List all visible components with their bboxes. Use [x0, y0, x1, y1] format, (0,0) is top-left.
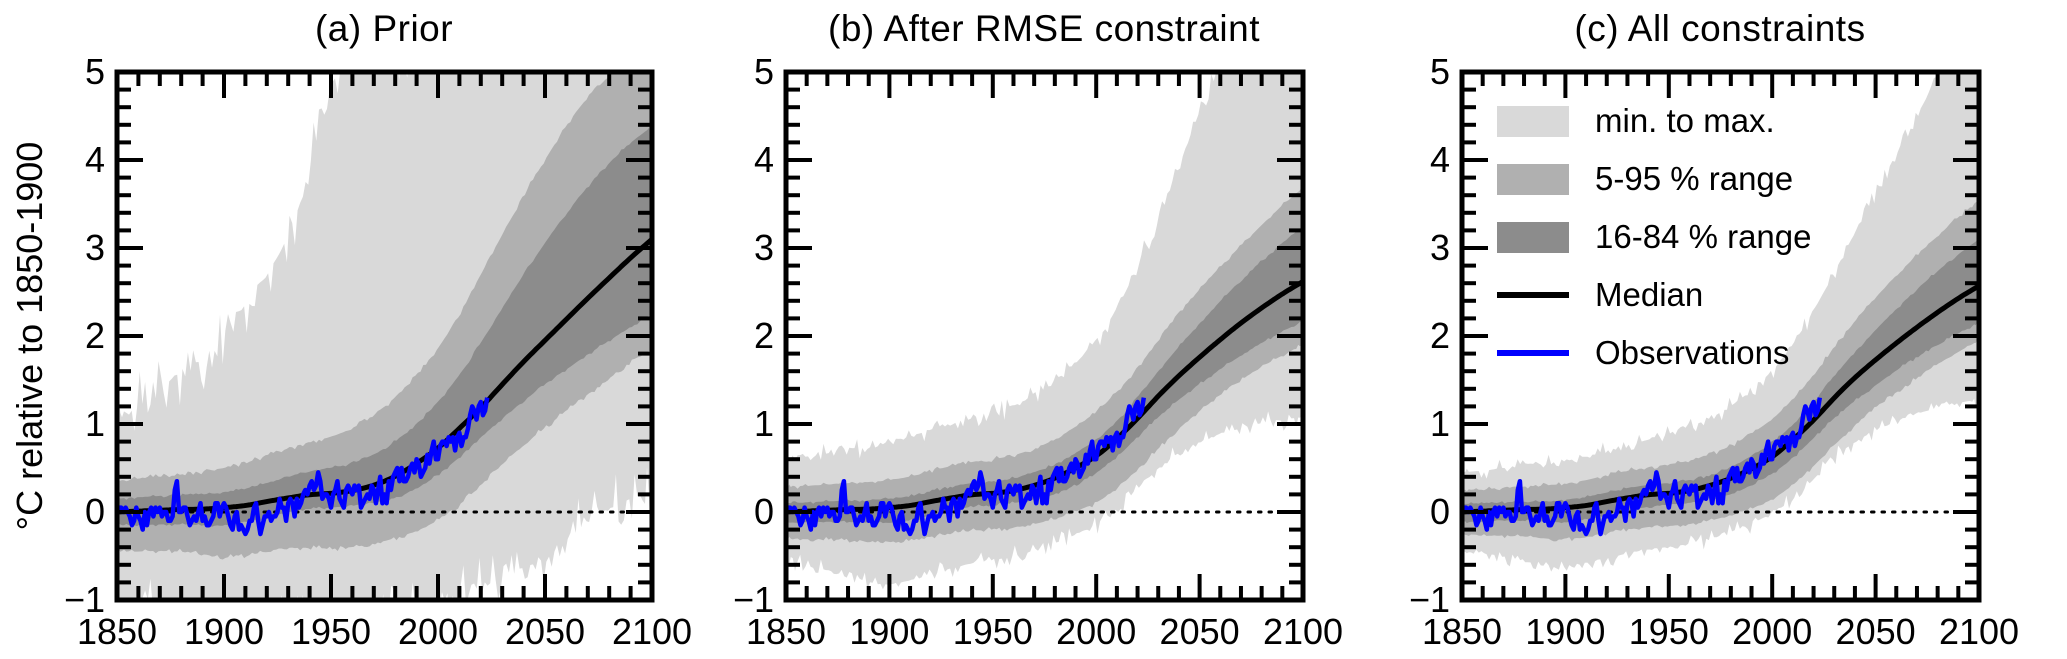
x-tick-label: 1900: [184, 611, 264, 652]
legend-label-16-84: 16-84 % range: [1595, 218, 1812, 255]
band-min-max: [786, 72, 1303, 590]
y-tick-label: 3: [754, 227, 774, 268]
observations-line-swatch: [1497, 350, 1569, 356]
band-16-84: [1462, 237, 1979, 524]
x-tick-label: 1950: [953, 611, 1033, 652]
legend-row-minmax: min. to max.: [1497, 92, 1811, 150]
legend-row-16-84: 16-84 % range: [1497, 208, 1811, 266]
y-tick-label: −1: [64, 579, 105, 620]
axis-ticks: [115, 70, 654, 602]
y-tick-label: 2: [85, 315, 105, 356]
plot-area: [1462, 72, 1979, 572]
y-tick-label: 0: [1430, 491, 1450, 532]
y-axis-title: °C relative to 1850-1900: [9, 141, 50, 531]
x-tick-label: 2050: [505, 611, 585, 652]
legend-label-median: Median: [1595, 276, 1704, 313]
x-tick-label: 1900: [1525, 611, 1605, 652]
x-tick-label: 2050: [1836, 611, 1916, 652]
panel-b: 1850 1900 1950 2000 2050 2100 −1 0 1 2 3 4 5: [733, 51, 1343, 652]
axis-tick-labels: 1850 1900 1950 2000 2050 2100 −1 0 1 2 3 4 5: [733, 51, 1343, 652]
y-tick-label: 5: [85, 51, 105, 92]
panel-a-title: (a) Prior: [314, 8, 454, 49]
panel-b-title: (b) After RMSE constraint: [828, 8, 1260, 49]
x-tick-label: 1900: [849, 611, 929, 652]
x-tick-label: 2000: [398, 611, 478, 652]
legend-label-minmax: min. to max.: [1595, 102, 1775, 139]
y-tick-label: −1: [733, 579, 774, 620]
legend-row-median: Median: [1497, 266, 1811, 324]
median-line-swatch: [1497, 292, 1569, 298]
y-tick-label: 5: [1430, 51, 1450, 92]
observations-line: [1462, 397, 1823, 537]
panel-c-title: (c) All constraints: [1574, 8, 1866, 49]
observations-line: [786, 397, 1147, 537]
x-tick-label: 2000: [1056, 611, 1136, 652]
axis-ticks: [1460, 70, 1981, 602]
band-16-84: [117, 125, 652, 527]
axis-tick-labels: 1850 1900 1950 2000 2050 2100 −1 0 1 2 3 4 5: [64, 51, 692, 652]
y-tick-label: 0: [754, 491, 774, 532]
legend-label-5-95: 5-95 % range: [1595, 160, 1794, 197]
panel-a: 1850 1900 1950 2000 2050 2100 −1 0 1 2 3 4 5: [64, 51, 692, 652]
x-tick-label: 1850: [746, 611, 826, 652]
minmax-band-swatch: [1497, 105, 1569, 137]
y-tick-label: 0: [85, 491, 105, 532]
legend-label-observations: Observations: [1595, 334, 1790, 371]
y-tick-label: 2: [754, 315, 774, 356]
panel-c: 1850 1900 1950 2000 2050 2100 −1 0 1 2 3 4 5: [1409, 51, 2019, 652]
y-tick-label: −1: [1409, 579, 1450, 620]
y-tick-label: 4: [754, 139, 774, 180]
x-tick-label: 1950: [291, 611, 371, 652]
axis-ticks: [784, 70, 1305, 602]
axis-tick-labels: 1850 1900 1950 2000 2050 2100 −1 0 1 2 3 4 5: [1409, 51, 2019, 652]
x-tick-label: 1950: [1629, 611, 1709, 652]
x-tick-label: 2000: [1732, 611, 1812, 652]
y-tick-label: 2: [1430, 315, 1450, 356]
y-tick-label: 3: [1430, 227, 1450, 268]
p16-84-band-swatch: [1497, 221, 1569, 253]
y-tick-label: 5: [754, 51, 774, 92]
x-tick-label: 1850: [77, 611, 157, 652]
band-5-95: [117, 72, 652, 560]
observations-line: [117, 397, 490, 537]
y-tick-label: 4: [1430, 139, 1450, 180]
x-tick-label: 2100: [612, 611, 692, 652]
legend-row-observations: Observations: [1497, 324, 1811, 382]
band-16-84: [786, 226, 1303, 525]
y-tick-label: 1: [754, 403, 774, 444]
p5-95-band-swatch: [1497, 163, 1569, 195]
plot-area: [117, 72, 652, 600]
x-tick-label: 2100: [1263, 611, 1343, 652]
band-min-max: [1462, 72, 1979, 572]
y-tick-label: 1: [85, 403, 105, 444]
y-tick-label: 1: [1430, 403, 1450, 444]
x-tick-label: 1850: [1422, 611, 1502, 652]
legend-row-5-95: 5-95 % range: [1497, 150, 1811, 208]
x-tick-label: 2050: [1160, 611, 1240, 652]
x-tick-label: 2100: [1939, 611, 2019, 652]
legend: min. to max. 5-95 % range 16-84 % range …: [1497, 92, 1811, 382]
y-tick-label: 4: [85, 139, 105, 180]
y-tick-label: 3: [85, 227, 105, 268]
plot-area: [786, 72, 1303, 590]
